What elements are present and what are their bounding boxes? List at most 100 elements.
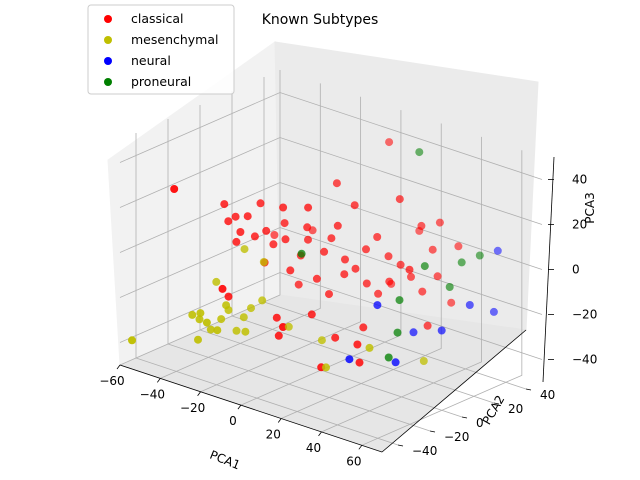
data-point-classical	[279, 323, 287, 331]
data-point-proneural	[457, 258, 466, 267]
data-point-classical	[272, 313, 281, 322]
x-tick	[197, 391, 201, 397]
data-point-neural	[345, 355, 354, 364]
data-point-classical	[447, 298, 456, 307]
data-point-classical	[250, 232, 259, 241]
x-tick	[237, 404, 242, 410]
data-point-classical	[340, 270, 349, 279]
legend-label-neural: neural	[131, 53, 171, 68]
z-tick-label: −20	[572, 308, 597, 322]
grid-line-y	[231, 91, 495, 404]
data-point-neural	[391, 358, 400, 367]
data-point-proneural	[393, 328, 402, 337]
data-point-mesenchymal	[322, 363, 330, 372]
data-point-classical	[423, 321, 432, 330]
data-point-classical	[418, 287, 427, 296]
data-point-classical	[281, 235, 290, 244]
data-point-classical	[256, 199, 265, 208]
data-point-neural	[409, 328, 418, 337]
legend-marker-neural	[104, 57, 112, 65]
legend: classical mesenchymal neural proneural	[87, 4, 235, 95]
z-tick-label: 20	[572, 218, 587, 232]
grid-line-x	[160, 83, 321, 379]
data-point-neural	[437, 326, 446, 335]
grid-line-z	[119, 227, 543, 315]
x-tick-label: 60	[346, 454, 361, 468]
data-points	[128, 138, 502, 372]
data-point-classical	[232, 237, 241, 246]
x-tick-label: 0	[229, 414, 237, 428]
data-point-classical	[395, 195, 404, 204]
x-tick-label: 40	[306, 441, 321, 455]
data-point-mesenchymal	[232, 326, 241, 335]
data-point-classical	[327, 234, 336, 243]
data-point-classical	[435, 218, 444, 227]
data-point-classical	[362, 245, 370, 254]
data-point-classical	[218, 284, 227, 293]
x-tick	[277, 418, 282, 423]
y-tick	[493, 402, 500, 405]
grid-line-x	[240, 110, 402, 406]
data-point-mesenchymal	[284, 322, 293, 331]
data-point-mesenchymal	[419, 357, 428, 365]
legend-marker-mesenchymal	[104, 36, 112, 44]
data-point-proneural	[384, 353, 393, 362]
data-point-classical	[331, 333, 340, 342]
data-point-classical	[332, 179, 341, 188]
z-tick-label: −40	[572, 353, 597, 367]
grid-line-x	[321, 136, 482, 433]
data-point-mesenchymal	[241, 327, 250, 336]
data-point-classical	[374, 289, 383, 298]
data-point-classical	[280, 219, 289, 228]
data-point-classical	[286, 266, 295, 275]
data-point-proneural	[297, 249, 306, 258]
data-point-classical	[405, 265, 414, 274]
data-point-proneural	[420, 262, 429, 271]
data-point-classical	[279, 203, 288, 212]
x-axis-line	[119, 364, 383, 453]
data-point-classical	[353, 340, 362, 349]
grid-line-y	[199, 105, 463, 418]
legend-box	[87, 4, 235, 95]
data-point-classical	[231, 212, 240, 221]
data-point-proneural	[475, 251, 484, 260]
chart-title: Known Subtypes	[262, 12, 379, 28]
data-point-mesenchymal	[196, 309, 205, 318]
data-point-classical	[269, 240, 278, 249]
z-tick-label: 0	[572, 263, 580, 277]
grid-line-z	[119, 137, 543, 225]
x-tick-label: 20	[266, 428, 281, 442]
y-tick	[525, 388, 532, 391]
data-point-mesenchymal	[188, 310, 197, 319]
data-point-mesenchymal	[365, 343, 374, 352]
data-point-proneural	[445, 283, 454, 291]
legend-marker-proneural	[104, 78, 112, 86]
data-point-proneural	[395, 296, 404, 305]
data-point-classical	[308, 226, 317, 235]
data-point-classical	[304, 203, 313, 212]
data-point-mesenchymal	[258, 296, 267, 305]
back-pane	[274, 41, 539, 331]
y-tick	[429, 430, 436, 433]
data-point-classical	[359, 323, 368, 332]
data-point-mesenchymal	[194, 335, 202, 344]
legend-label-classical: classical	[131, 11, 184, 26]
z-axis-label: PCA3	[583, 192, 597, 223]
data-point-mesenchymal	[239, 313, 248, 322]
data-point-mesenchymal	[213, 326, 222, 335]
grid-line-z	[119, 182, 543, 270]
x-tick	[116, 364, 121, 370]
data-point-mesenchymal	[195, 315, 204, 324]
y-tick-label: 0	[476, 416, 484, 430]
grid-line-x	[200, 96, 362, 393]
data-point-mesenchymal	[202, 318, 211, 327]
data-point-classical	[407, 272, 415, 281]
data-point-classical	[320, 247, 329, 256]
data-point-neural	[373, 301, 382, 310]
y-axis-line	[381, 329, 527, 453]
data-point-classical	[307, 310, 316, 319]
axes: −60 −40 −20 0 20 40 60 −40 −20 0 20 40 −40 −20 0 20 40	[99, 156, 597, 468]
x-tick-label: −60	[99, 374, 124, 388]
